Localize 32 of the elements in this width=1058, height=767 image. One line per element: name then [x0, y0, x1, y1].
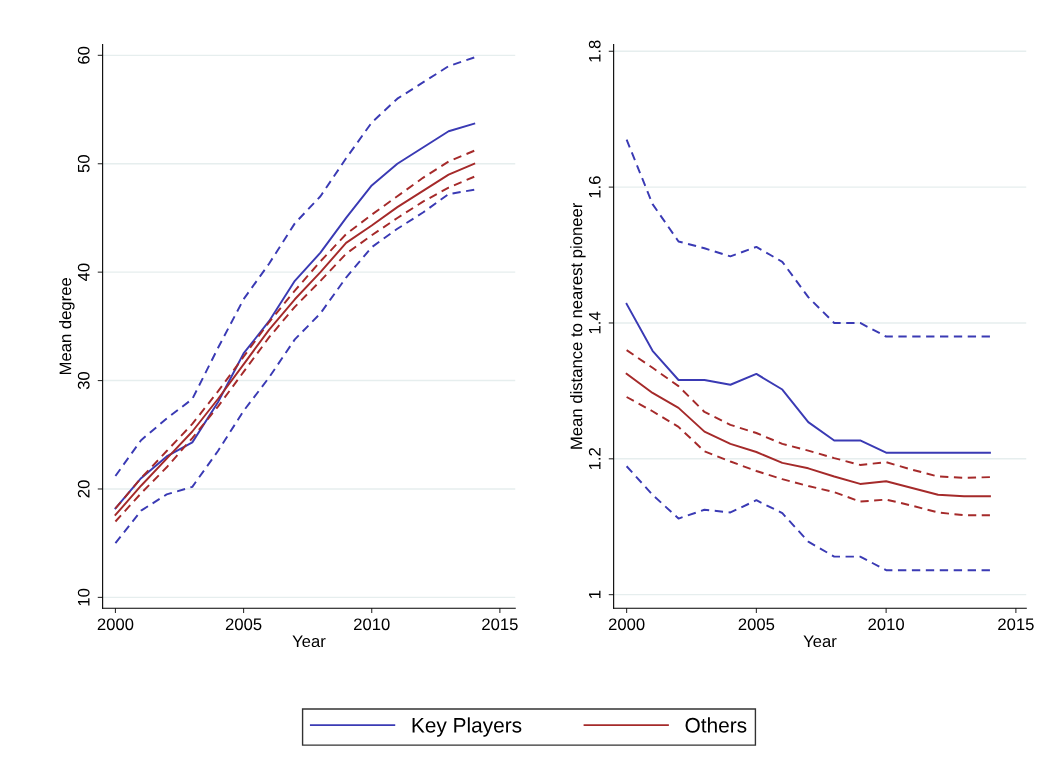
y-tick-label: 50 — [77, 155, 90, 173]
y-axis-title: Mean distance to nearest pioneer — [570, 202, 586, 449]
line-series — [625, 138, 991, 338]
y-axis-title: Mean degree — [59, 277, 75, 375]
y-tick-label: 1 — [588, 590, 601, 599]
line-series — [625, 465, 991, 572]
y-tick-label: 60 — [77, 46, 90, 64]
line-series — [625, 349, 991, 479]
line-series — [625, 396, 991, 517]
x-tick-label: 2015 — [482, 618, 518, 631]
y-tick-label: 1.8 — [588, 40, 601, 62]
x-tick-label: 2015 — [998, 618, 1034, 631]
y-tick-label: 20 — [77, 480, 90, 498]
y-tick-label: 1.4 — [588, 311, 601, 334]
y-tick-label: 1.6 — [588, 176, 601, 198]
x-tick-label: 2010 — [868, 618, 905, 631]
x-tick-label: 2010 — [354, 618, 390, 631]
y-tick-label: 40 — [77, 263, 90, 282]
line-series — [625, 302, 991, 454]
y-tick-label: 10 — [77, 588, 90, 606]
x-tick-label: 2000 — [608, 618, 645, 631]
line-series — [114, 56, 476, 477]
x-axis-title: Year — [803, 635, 837, 648]
line-series — [625, 372, 991, 498]
x-tick-label: 2000 — [97, 618, 134, 631]
y-tick-label: 30 — [77, 371, 90, 390]
legend-label: Key Players — [412, 717, 522, 737]
legend-label: Others — [685, 717, 747, 733]
x-tick-label: 2005 — [225, 618, 262, 631]
x-tick-label: 2005 — [738, 618, 775, 631]
x-axis-title: Year — [292, 635, 326, 648]
y-tick-label: 1.2 — [588, 448, 601, 470]
